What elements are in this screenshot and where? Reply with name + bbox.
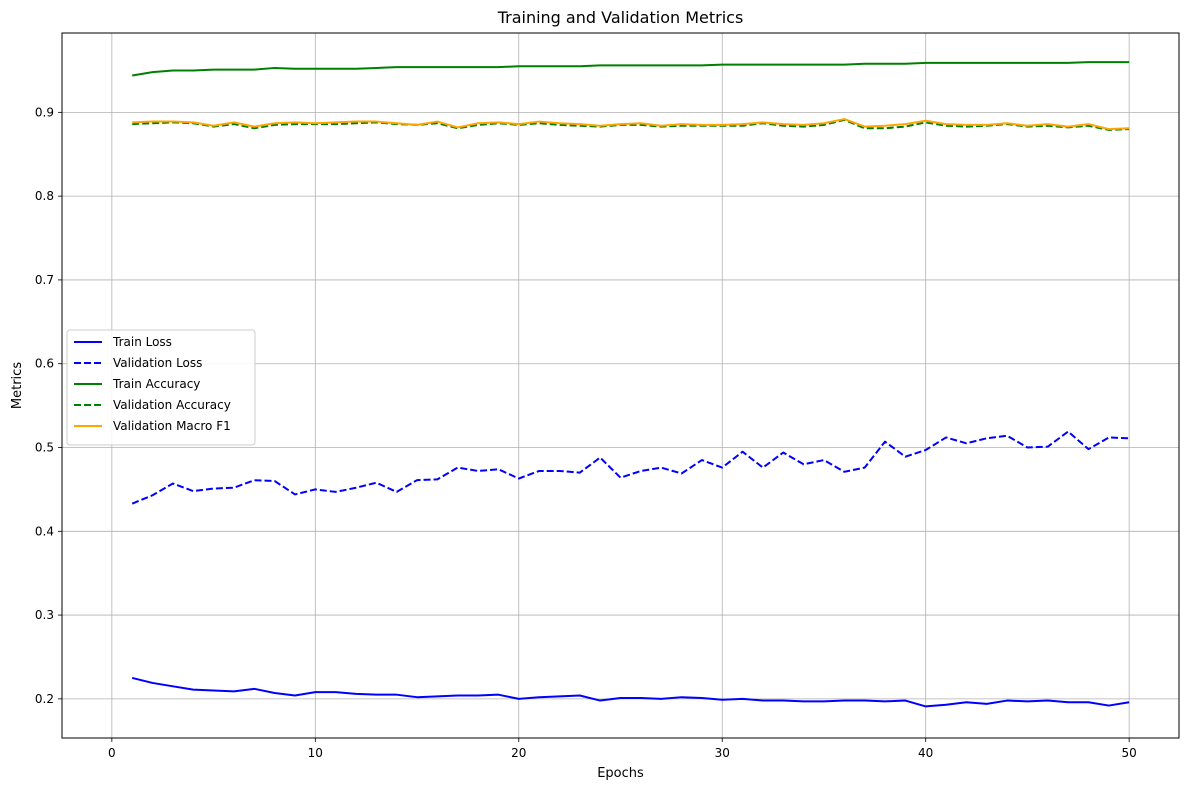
series-line-validation-macro-f1	[132, 118, 1130, 131]
x-tick-label: 10	[308, 746, 323, 760]
x-axis-label: Epochs	[597, 766, 644, 781]
y-tick-label: 0.4	[35, 524, 54, 538]
legend-label: Validation Accuracy	[113, 398, 231, 412]
series-line-validation-accuracy	[132, 118, 1130, 131]
x-tick-label: 0	[108, 746, 116, 760]
axis-ticks: 0 10 20 30 40 50 0.2 0.3 0.4 0.5 0.6 0.7 0.8 0.9	[35, 105, 1137, 760]
plot-frame	[61, 32, 1180, 739]
x-tick-label: 50	[1122, 746, 1137, 760]
y-tick-label: 0.9	[35, 105, 54, 119]
y-tick-label: 0.7	[35, 273, 54, 287]
series-lines	[131, 61, 1130, 708]
x-tick-label: 40	[918, 746, 933, 760]
legend-label: Train Accuracy	[112, 377, 200, 391]
x-tick-label: 30	[715, 746, 730, 760]
legend-label: Train Loss	[112, 335, 172, 349]
y-tick-label: 0.3	[35, 608, 54, 622]
y-axis-label: Metrics	[10, 362, 25, 409]
y-tick-label: 0.5	[35, 441, 54, 455]
legend-box	[66, 329, 256, 446]
y-tick-label: 0.2	[35, 692, 54, 706]
legend: Train Loss Validation Loss Train Accuracy V…	[66, 329, 256, 446]
series-line-train-loss	[131, 676, 1130, 708]
x-tick-label: 20	[511, 746, 526, 760]
series-line-validation-loss	[131, 430, 1130, 505]
y-tick-label: 0.6	[35, 357, 54, 371]
legend-label: Validation Loss	[113, 356, 202, 370]
legend-label: Validation Macro F1	[113, 419, 231, 433]
series-line-train-accuracy	[132, 61, 1130, 77]
chart-title: Training and Validation Metrics	[497, 8, 744, 27]
y-tick-label: 0.8	[35, 189, 54, 203]
